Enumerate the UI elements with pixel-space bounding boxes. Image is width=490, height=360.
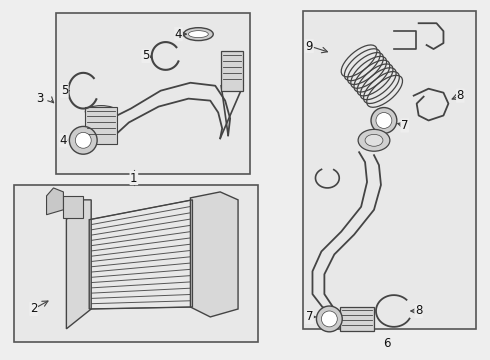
- Text: 8: 8: [457, 89, 464, 102]
- Bar: [14, 185, 258, 342]
- Ellipse shape: [189, 31, 208, 37]
- Bar: [340, 307, 374, 331]
- Text: 4: 4: [175, 28, 182, 41]
- Text: 3: 3: [36, 92, 43, 105]
- Ellipse shape: [371, 108, 397, 133]
- Text: 7: 7: [306, 310, 313, 323]
- Ellipse shape: [317, 306, 342, 332]
- Ellipse shape: [85, 105, 117, 117]
- Bar: [63, 196, 83, 218]
- Bar: [221, 51, 243, 91]
- Ellipse shape: [183, 28, 213, 41]
- Ellipse shape: [75, 132, 91, 148]
- Text: 2: 2: [30, 302, 37, 315]
- Text: 1: 1: [130, 171, 138, 185]
- Ellipse shape: [321, 311, 337, 327]
- Polygon shape: [191, 192, 238, 317]
- Text: 5: 5: [61, 84, 68, 97]
- Text: 7: 7: [401, 119, 409, 132]
- Bar: [56, 13, 250, 174]
- Text: 4: 4: [60, 134, 67, 147]
- Ellipse shape: [70, 126, 97, 154]
- Polygon shape: [66, 200, 91, 329]
- Text: 8: 8: [415, 305, 422, 318]
- Ellipse shape: [365, 134, 383, 146]
- Bar: [85, 107, 117, 144]
- Ellipse shape: [376, 113, 392, 129]
- Polygon shape: [47, 188, 63, 215]
- Text: 9: 9: [306, 40, 313, 53]
- Text: 6: 6: [383, 337, 391, 350]
- Text: 5: 5: [142, 49, 149, 63]
- Ellipse shape: [358, 129, 390, 151]
- Bar: [302, 11, 476, 329]
